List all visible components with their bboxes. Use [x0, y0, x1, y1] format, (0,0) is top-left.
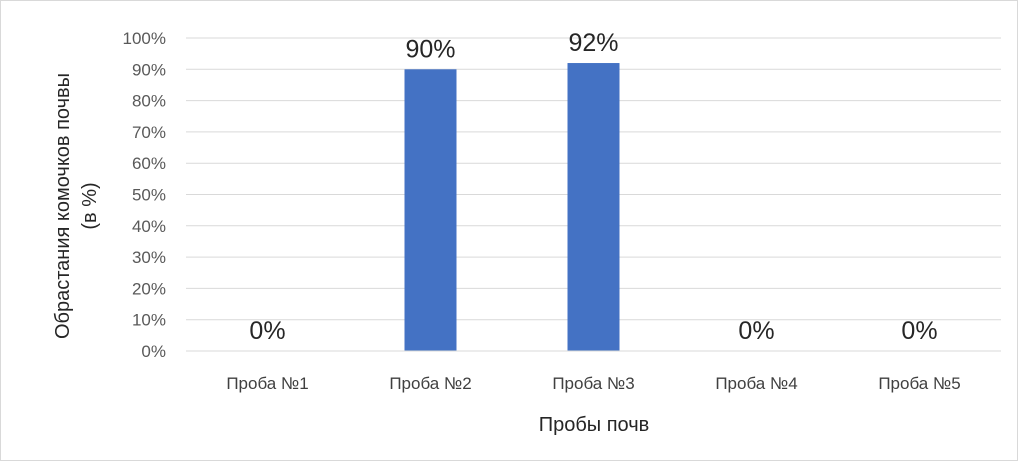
data-label: 0%: [249, 317, 285, 345]
y-tick-label: 0%: [141, 342, 166, 361]
y-tick-label: 60%: [132, 154, 166, 173]
data-label: 92%: [568, 29, 618, 57]
bars: [404, 63, 620, 352]
y-tick-label: 20%: [132, 279, 166, 298]
x-tick-label: Проба №2: [389, 374, 471, 393]
y-tick-label: 90%: [132, 60, 166, 79]
bar: [567, 63, 620, 351]
x-axis-tick-labels: Проба №1 Проба №2 Проба №3 Проба №4 Проба №5: [226, 374, 960, 393]
x-tick-label: Проба №4: [715, 374, 797, 393]
x-axis-label: Пробы почв: [539, 414, 650, 436]
data-labels: 0% 90% 92% 0% 0%: [249, 29, 937, 345]
y-axis-label-line-2: (в %): [79, 182, 101, 229]
y-tick-label: 10%: [132, 311, 166, 330]
y-tick-label: 30%: [132, 248, 166, 267]
x-tick-label: Проба №3: [552, 374, 634, 393]
y-tick-label: 80%: [132, 92, 166, 111]
data-label: 0%: [901, 317, 937, 345]
y-axis-label: Обрастания комочков почвы (в %): [52, 73, 101, 339]
y-tick-label: 40%: [132, 217, 166, 236]
y-axis-label-line-1: Обрастания комочков почвы: [52, 73, 74, 339]
y-tick-label: 100%: [123, 29, 166, 48]
y-tick-label: 50%: [132, 186, 166, 205]
x-tick-label: Проба №1: [226, 374, 308, 393]
x-tick-label: Проба №5: [878, 374, 960, 393]
data-label: 90%: [405, 35, 455, 63]
y-tick-label: 70%: [132, 123, 166, 142]
data-label: 0%: [738, 317, 774, 345]
y-axis-tick-labels: 0% 10% 20% 30% 40% 50% 60% 70% 80% 90% 100%: [123, 29, 166, 361]
bar: [404, 69, 457, 352]
